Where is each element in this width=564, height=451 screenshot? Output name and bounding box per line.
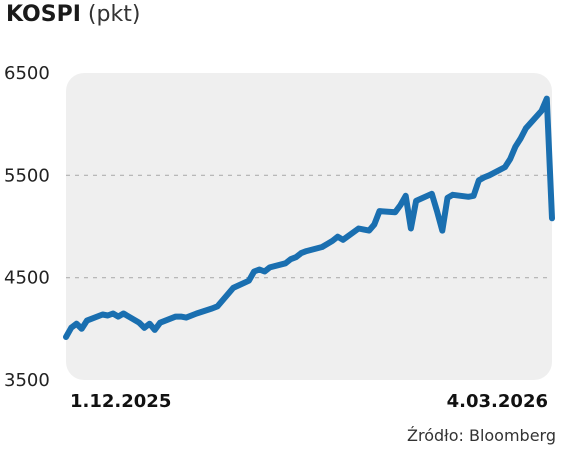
gridlines — [66, 174, 552, 279]
series-line-0 — [63, 95, 555, 340]
plot-background — [66, 73, 552, 380]
source-note: Źródło: Bloomberg — [407, 426, 556, 445]
y-tick-label-4500: 4500 — [4, 268, 50, 289]
y-tick-label-3500: 3500 — [4, 370, 50, 391]
y-axis-tick-labels: 3500 4500 5500 6500 — [4, 63, 50, 391]
y-tick-label-6500: 6500 — [4, 63, 50, 84]
x-axis-start-label: 1.12.2025 — [70, 391, 171, 412]
y-tick-label-5500: 5500 — [4, 165, 50, 186]
chart-title-text: KOSPI — [6, 2, 81, 27]
chart-unit: (pkt) — [87, 2, 141, 27]
series-layer — [63, 95, 555, 340]
chart-title: KOSPI (pkt) — [6, 2, 140, 27]
x-axis-end-label: 4.03.2026 — [447, 391, 548, 412]
